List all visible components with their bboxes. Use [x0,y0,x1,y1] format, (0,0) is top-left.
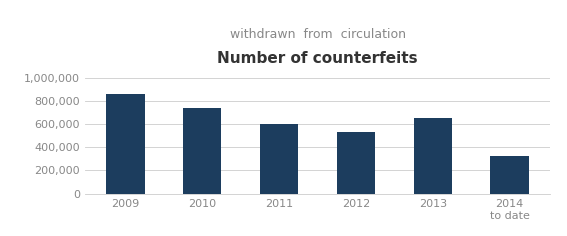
Bar [106,94,145,194]
Text: withdrawn  from  circulation: withdrawn from circulation [230,28,405,41]
Bar [337,132,375,194]
Title: Number of counterfeits: Number of counterfeits [217,51,418,66]
Bar [260,124,298,194]
Bar [413,118,452,194]
Bar [183,108,222,194]
Bar [490,156,529,194]
